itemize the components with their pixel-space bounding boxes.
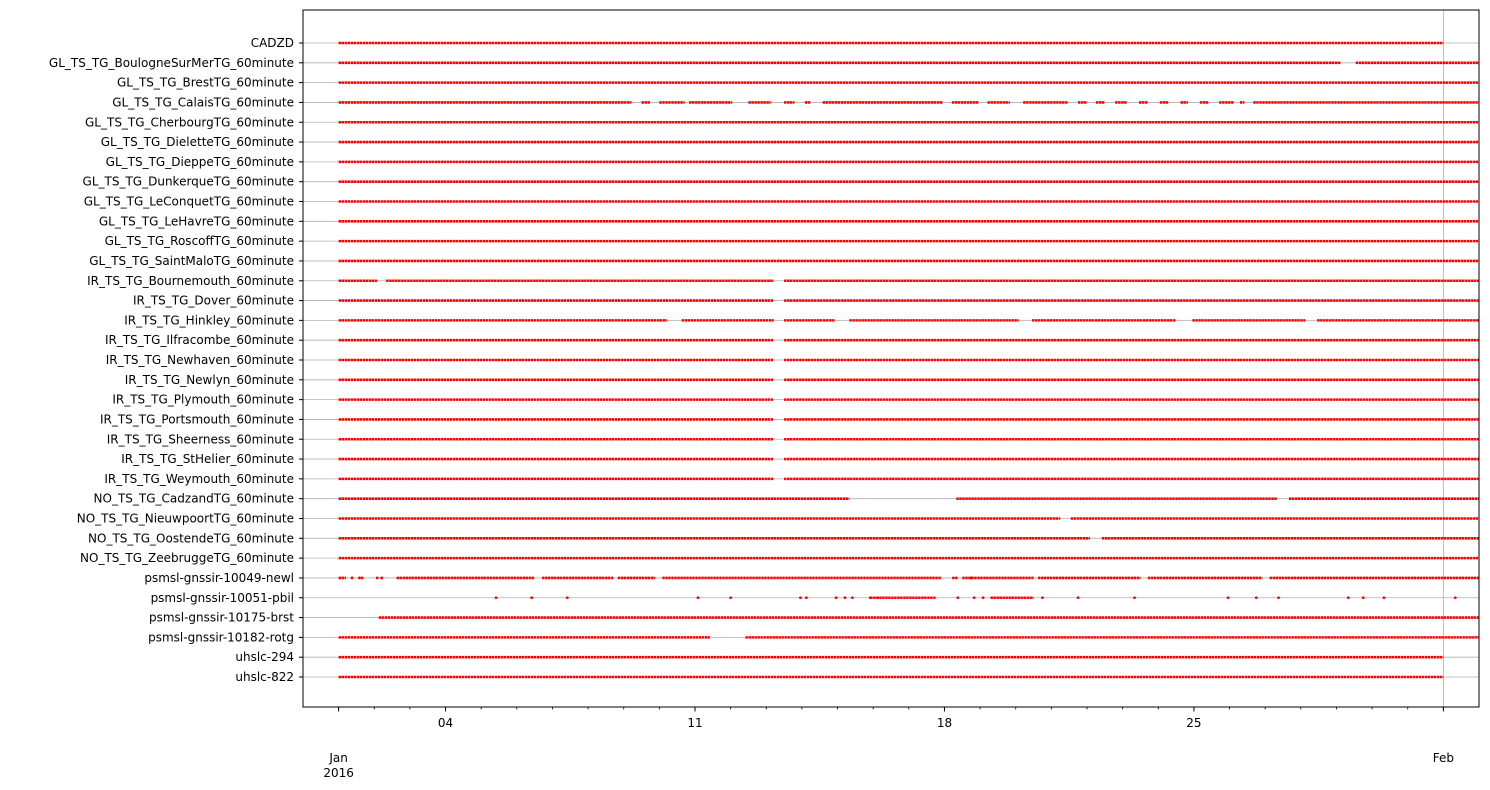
y-tick-label: GL_TS_TG_SaintMaloTG_60minute bbox=[89, 254, 294, 268]
data-point bbox=[1382, 596, 1386, 600]
y-tick-label: GL_TS_TG_DieletteTG_60minute bbox=[101, 135, 294, 149]
y-tick-label: GL_TS_TG_BoulogneSurMerTG_60minute bbox=[49, 56, 294, 70]
data-point bbox=[494, 596, 498, 600]
y-tick-label: IR_TS_TG_StHelier_60minute bbox=[121, 452, 294, 466]
y-tick-label: IR_TS_TG_Portsmouth_60minute bbox=[100, 412, 294, 426]
y-tick-label: NO_TS_TG_OostendeTG_60minute bbox=[88, 531, 294, 545]
data-point bbox=[951, 576, 955, 580]
data-point bbox=[868, 596, 872, 600]
y-tick-label: GL_TS_TG_CherbourgTG_60minute bbox=[85, 115, 294, 129]
data-point bbox=[1453, 596, 1457, 600]
data-point bbox=[729, 596, 733, 600]
data-point bbox=[1076, 596, 1080, 600]
data-point bbox=[1226, 596, 1230, 600]
data-point bbox=[1277, 596, 1280, 600]
data-point bbox=[375, 576, 379, 580]
y-tick-label: GL_TS_TG_LeHavreTG_60minute bbox=[99, 214, 294, 228]
y-tick-label: NO_TS_TG_CadzandTG_60minute bbox=[94, 492, 294, 506]
data-point bbox=[799, 596, 802, 600]
y-tick-label: IR_TS_TG_Bournemouth_60minute bbox=[87, 274, 294, 288]
y-tick-label: IR_TS_TG_Weymouth_60minute bbox=[104, 472, 294, 486]
data-point bbox=[358, 576, 361, 580]
series-psmsl-gnssir-10051-pbil bbox=[494, 596, 1457, 600]
data-point bbox=[1254, 596, 1258, 600]
data-point bbox=[981, 596, 985, 600]
x-month-label: Jan bbox=[328, 751, 348, 765]
y-tick-label: IR_TS_TG_Newlyn_60minute bbox=[125, 373, 294, 387]
y-tick-label: IR_TS_TG_Dover_60minute bbox=[133, 294, 294, 308]
y-tick-label: NO_TS_TG_ZeebruggeTG_60minute bbox=[80, 551, 294, 565]
data-point bbox=[969, 576, 973, 580]
data-point bbox=[834, 596, 838, 600]
y-tick-label: psmsl-gnssir-10175-brst bbox=[149, 611, 294, 625]
series-psmsl-gnssir-10049-newl bbox=[338, 576, 1479, 580]
data-point bbox=[696, 596, 700, 600]
grid-lines bbox=[303, 10, 1479, 707]
y-tick-label: psmsl-gnssir-10051-pbil bbox=[151, 591, 294, 605]
x-tick-label: 18 bbox=[937, 716, 952, 730]
y-tick-label: uhslc-822 bbox=[235, 670, 294, 684]
data-point bbox=[565, 596, 569, 600]
x-year-label: 2016 bbox=[323, 766, 354, 780]
data-markers bbox=[338, 41, 1479, 679]
y-tick-label: GL_TS_TG_LeConquetTG_60minute bbox=[84, 195, 294, 209]
y-tick-label: GL_TS_TG_BrestTG_60minute bbox=[117, 76, 294, 90]
y-tick-label: IR_TS_TG_Newhaven_60minute bbox=[106, 353, 294, 367]
y-tick-label: IR_TS_TG_Plymouth_60minute bbox=[112, 393, 294, 407]
data-point bbox=[350, 576, 354, 580]
data-point bbox=[850, 596, 854, 600]
data-point bbox=[1361, 596, 1365, 600]
x-month-label: Feb bbox=[1433, 751, 1454, 765]
data-point bbox=[972, 596, 976, 600]
y-tick-label: GL_TS_TG_DieppeTG_60minute bbox=[106, 155, 294, 169]
x-tick-label: 25 bbox=[1186, 716, 1201, 730]
y-tick-label: NO_TS_TG_NieuwpoortTG_60minute bbox=[77, 512, 294, 526]
y-tick-label: GL_TS_TG_CalaisTG_60minute bbox=[112, 95, 294, 109]
data-point bbox=[876, 596, 880, 600]
y-tick-label: GL_TS_TG_RoscoffTG_60minute bbox=[105, 234, 294, 248]
data-point bbox=[380, 576, 384, 580]
y-tick-label: psmsl-gnssir-10182-rotg bbox=[148, 630, 294, 644]
data-point bbox=[1346, 596, 1350, 600]
data-point bbox=[530, 596, 534, 600]
data-point bbox=[1041, 596, 1044, 600]
data-point bbox=[954, 576, 958, 580]
y-tick-label: uhslc-294 bbox=[235, 650, 294, 664]
y-tick-label: IR_TS_TG_Hinkley_60minute bbox=[124, 313, 294, 327]
y-tick-label: GL_TS_TG_DunkerqueTG_60minute bbox=[83, 175, 294, 189]
y-tick-label: CADZD bbox=[251, 36, 294, 50]
x-tick-label: 04 bbox=[438, 716, 453, 730]
axes-frame bbox=[302, 9, 1480, 708]
data-point bbox=[843, 596, 847, 600]
y-tick-label: IR_TS_TG_Sheerness_60minute bbox=[107, 432, 294, 446]
y-tick-label: IR_TS_TG_Ilfracombe_60minute bbox=[105, 333, 294, 347]
data-point bbox=[804, 596, 808, 600]
data-point bbox=[956, 596, 960, 600]
y-tick-label: psmsl-gnssir-10049-newl bbox=[144, 571, 294, 585]
y-tick-labels: CADZD GL_TS_TG_BoulogneSurMerTG_60minute G… bbox=[49, 36, 303, 684]
x-tick-label: 11 bbox=[687, 716, 702, 730]
data-point bbox=[1133, 596, 1136, 600]
